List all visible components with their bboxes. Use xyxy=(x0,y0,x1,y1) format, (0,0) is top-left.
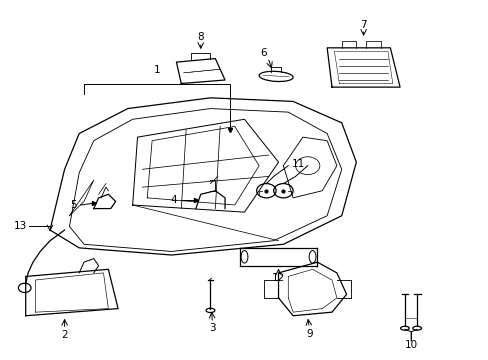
Text: 13: 13 xyxy=(14,221,27,231)
Text: 9: 9 xyxy=(306,329,313,339)
Text: 11: 11 xyxy=(291,159,304,169)
Text: 4: 4 xyxy=(170,195,177,204)
Text: 12: 12 xyxy=(271,273,285,283)
Text: 5: 5 xyxy=(70,200,77,210)
Text: 3: 3 xyxy=(209,323,216,333)
Text: 10: 10 xyxy=(404,340,417,350)
Text: 7: 7 xyxy=(360,19,366,30)
Text: 2: 2 xyxy=(61,330,68,341)
Text: 1: 1 xyxy=(153,64,160,75)
Text: 8: 8 xyxy=(197,32,203,42)
Text: 6: 6 xyxy=(260,48,267,58)
